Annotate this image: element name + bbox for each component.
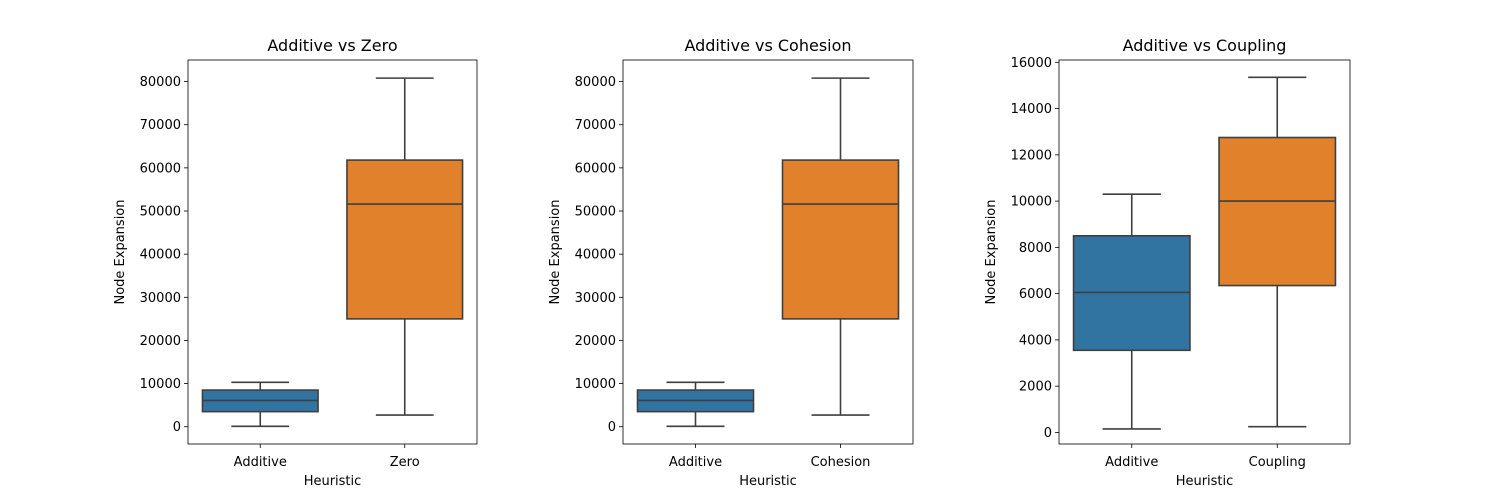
- box-additive: [636, 381, 755, 428]
- x-axis-label: Heuristic: [739, 474, 797, 489]
- box-zero: [346, 77, 464, 416]
- y-tick-label: 20000: [140, 334, 181, 349]
- y-tick-label: 0: [1044, 426, 1052, 441]
- chart-panel-2: 0 10000 20000 30000 40000 50000 60000 70000 8000…: [548, 36, 914, 489]
- chart-panel-3: 0 2000 4000 6000 8000 10000 12000 14000 16000 Add…: [984, 36, 1351, 489]
- x-axis-label: Heuristic: [304, 474, 362, 489]
- y-tick-label: 80000: [575, 75, 616, 90]
- y-tick-label: 8000: [1019, 241, 1052, 256]
- axes-frame: [187, 59, 478, 445]
- y-tick-label: 2000: [1019, 380, 1052, 395]
- y-tick-label: 0: [173, 420, 181, 435]
- axes-frame: [1058, 59, 1351, 445]
- chart-title: Additive vs Cohesion: [684, 36, 851, 55]
- y-tick-label: 30000: [140, 291, 181, 306]
- box-additive: [201, 381, 319, 428]
- chart-title: Additive vs Coupling: [1123, 36, 1287, 55]
- y-tick-label: 6000: [1019, 287, 1052, 302]
- y-axis-label: Node Expansion: [113, 199, 128, 304]
- box-cohesion: [781, 77, 900, 416]
- y-tick-label: 14000: [1011, 102, 1052, 117]
- y-tick-label: 20000: [575, 334, 616, 349]
- x-tick-label: Zero: [390, 455, 420, 470]
- chart-title: Additive vs Zero: [267, 36, 397, 55]
- y-tick-label: 60000: [575, 161, 616, 176]
- y-tick-label: 10000: [575, 377, 616, 392]
- y-tick-label: 0: [608, 420, 616, 435]
- y-axis-label: Node Expansion: [984, 199, 999, 304]
- x-tick-label: Additive: [669, 455, 722, 470]
- y-tick-label: 80000: [140, 75, 181, 90]
- box-iqr: [346, 159, 464, 320]
- y-tick-label: 10000: [1011, 195, 1052, 210]
- y-tick-label: 50000: [575, 205, 616, 220]
- x-tick-label: Coupling: [1249, 455, 1306, 470]
- box-iqr: [1218, 136, 1337, 287]
- axes-frame: [622, 59, 914, 445]
- y-tick-label: 60000: [140, 161, 181, 176]
- chart-panel-1: 0 10000 20000 30000 40000 50000 60000 70000 8000…: [113, 36, 478, 489]
- y-tick-label: 16000: [1011, 56, 1052, 71]
- box-coupling: [1218, 76, 1337, 428]
- y-tick-label: 50000: [140, 205, 181, 220]
- y-axis-label: Node Expansion: [548, 199, 563, 304]
- y-tick-label: 70000: [140, 118, 181, 133]
- x-axis-label: Heuristic: [1176, 474, 1234, 489]
- y-tick-label: 12000: [1011, 148, 1052, 163]
- box-iqr: [781, 159, 900, 320]
- y-tick-label: 4000: [1019, 333, 1052, 348]
- x-tick-label: Additive: [234, 455, 287, 470]
- y-tick-label: 40000: [575, 248, 616, 263]
- x-tick-label: Additive: [1105, 455, 1158, 470]
- y-tick-label: 70000: [575, 118, 616, 133]
- y-tick-label: 10000: [140, 377, 181, 392]
- y-tick-label: 40000: [140, 248, 181, 263]
- x-tick-label: Cohesion: [811, 455, 871, 470]
- y-tick-label: 30000: [575, 291, 616, 306]
- box-additive: [1072, 193, 1191, 430]
